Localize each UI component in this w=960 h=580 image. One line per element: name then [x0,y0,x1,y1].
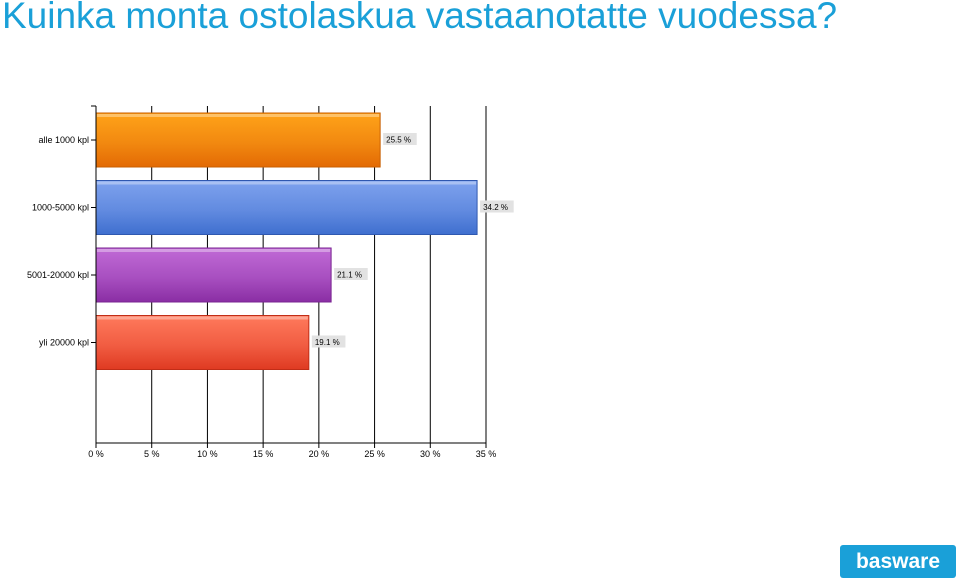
data-labels: 25.5 % 34.2 % 21.1 % 19.1 % [311,133,514,348]
bar [95,180,478,235]
x-tick-label: 10 % [197,449,218,459]
bar [95,247,332,303]
bars [95,112,478,370]
logo-text: basware [855,550,941,573]
data-label-box [311,335,346,348]
bar-highlight [97,181,477,185]
category-label: yli 20000 kpl [39,338,89,348]
data-label-box [480,200,514,213]
x-tick-label: 0 % [88,449,104,459]
bar-highlight [97,316,308,320]
data-label: 25.5 % [386,136,411,145]
basware-logo: basware [840,545,956,578]
category-label: 1000-5000 kpl [32,203,89,213]
x-tick-label: 30 % [420,449,441,459]
data-label-box [334,268,368,280]
data-label: 21.1 % [337,271,362,280]
x-tick-label: 25 % [364,449,385,459]
data-label: 19.1 % [315,338,340,347]
bar [95,315,310,370]
data-label-box [383,133,417,145]
x-tick-label: 20 % [309,449,330,459]
x-tick-label: 5 % [144,449,160,459]
slide-title: Kuinka monta ostolaskua vastaanotatte vu… [2,0,838,36]
bar [95,112,381,168]
category-label: 5001-20000 kpl [27,270,89,280]
bar-highlight [97,249,331,252]
x-tick-label: 35 % [476,449,497,459]
category-label: alle 1000 kpl [38,135,89,145]
axes: 0 % 5 % 10 % 15 % 20 % 25 % 30 % 35 % alle 1000 … [27,105,497,459]
bar-highlight [97,114,380,117]
x-tick-label: 15 % [253,449,274,459]
data-label: 34.2 % [483,203,508,212]
